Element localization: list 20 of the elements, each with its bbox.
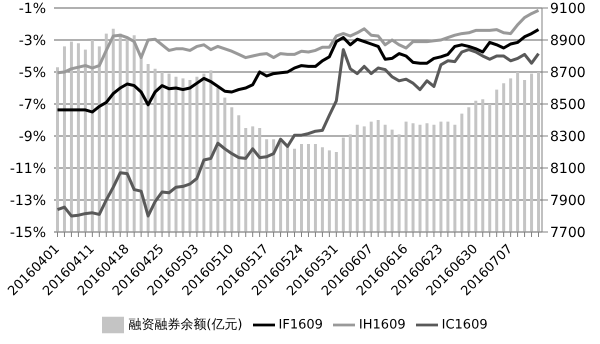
legend-label: 融资融券余额(亿元) [128, 318, 243, 333]
y-tick-label: -15% [10, 224, 46, 241]
y-tick-label: -9% [18, 128, 46, 145]
y2-tick-label: 8100 [550, 160, 586, 177]
y-tick-label: -7% [18, 96, 46, 113]
y-tick-label: -13% [10, 192, 46, 209]
y-tick-label: -3% [18, 32, 46, 49]
legend-label: IH1609 [358, 318, 406, 333]
y2-tick-label: 8700 [550, 64, 586, 81]
y2-tick-label: 7700 [550, 224, 586, 241]
y2-tick-label: 9100 [550, 0, 586, 17]
y2-tick-label: 8300 [550, 128, 586, 145]
legend-label: IC1609 [442, 318, 488, 333]
y-tick-label: -1% [18, 0, 46, 17]
y-tick-label: -11% [10, 160, 46, 177]
y2-tick-label: 8500 [550, 96, 586, 113]
legend-label: IF1609 [278, 318, 323, 333]
y2-tick-label: 7900 [550, 192, 586, 209]
y-tick-label: -5% [18, 64, 46, 81]
y2-tick-label: 8900 [550, 32, 586, 49]
